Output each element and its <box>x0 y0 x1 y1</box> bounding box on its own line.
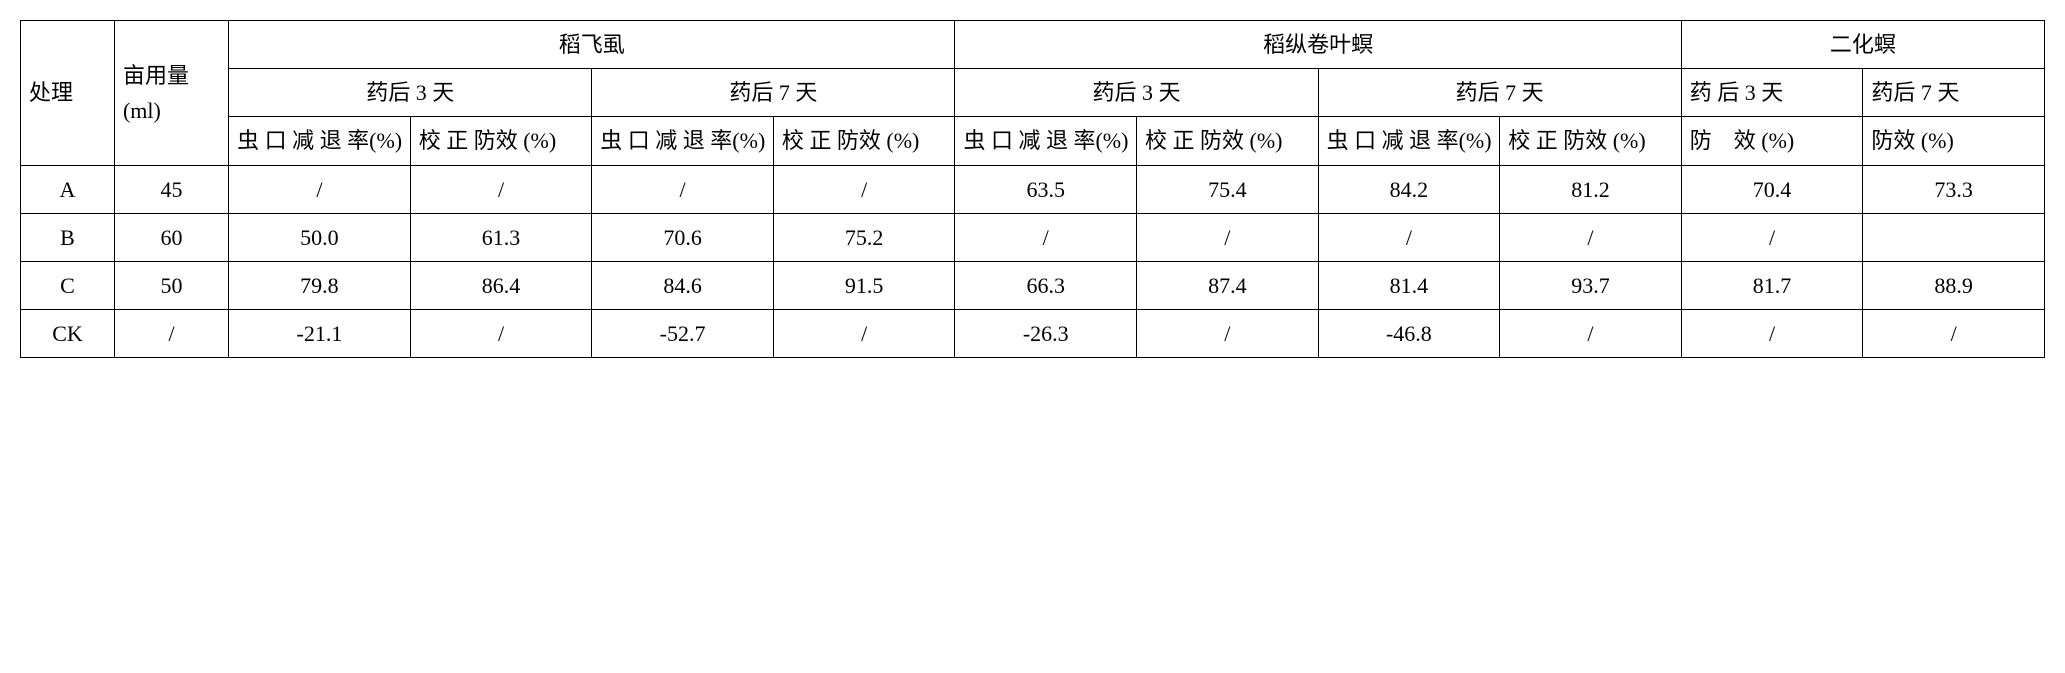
header-group2: 稻纵卷叶螟 <box>955 21 1681 69</box>
header-g2d3c: 校 正 防效 (%) <box>1137 117 1319 165</box>
cell-value: 73.3 <box>1863 165 2045 213</box>
cell-value: 66.3 <box>955 261 1137 309</box>
cell-treatment: C <box>21 261 115 309</box>
table-row: CK / -21.1 / -52.7 / -26.3 / -46.8 / / / <box>21 310 2045 358</box>
cell-treatment: CK <box>21 310 115 358</box>
cell-value: / <box>229 165 411 213</box>
cell-value: / <box>1681 213 1863 261</box>
pesticide-efficacy-table: 处理 亩用量(ml) 稻飞虱 稻纵卷叶螟 二化螟 药后 3 天 药后 7 天 药… <box>20 20 2045 358</box>
cell-value: / <box>1500 310 1682 358</box>
cell-value: -52.7 <box>592 310 774 358</box>
cell-dose: 60 <box>114 213 228 261</box>
header-group3: 二化螟 <box>1681 21 2044 69</box>
cell-value: 79.8 <box>229 261 411 309</box>
header-g1d7r: 虫 口 减 退 率(%) <box>592 117 774 165</box>
cell-value: 87.4 <box>1137 261 1319 309</box>
cell-value: 88.9 <box>1863 261 2045 309</box>
cell-value: / <box>1137 213 1319 261</box>
cell-value: / <box>1681 310 1863 358</box>
header-g2d3r: 虫 口 减 退 率(%) <box>955 117 1137 165</box>
table-row: C 50 79.8 86.4 84.6 91.5 66.3 87.4 81.4 … <box>21 261 2045 309</box>
cell-dose: 50 <box>114 261 228 309</box>
cell-value: 91.5 <box>773 261 955 309</box>
cell-value: / <box>773 310 955 358</box>
cell-dose: 45 <box>114 165 228 213</box>
cell-value: -21.1 <box>229 310 411 358</box>
header-g1-day3: 药后 3 天 <box>229 69 592 117</box>
cell-value: 70.6 <box>592 213 774 261</box>
header-dose: 亩用量(ml) <box>114 21 228 166</box>
cell-value: 75.2 <box>773 213 955 261</box>
header-g1-day7: 药后 7 天 <box>592 69 955 117</box>
header-row-1: 处理 亩用量(ml) 稻飞虱 稻纵卷叶螟 二化螟 <box>21 21 2045 69</box>
cell-value: 84.2 <box>1318 165 1500 213</box>
cell-value: 84.6 <box>592 261 774 309</box>
cell-value: 61.3 <box>410 213 592 261</box>
cell-value: / <box>410 165 592 213</box>
header-g2-day3: 药后 3 天 <box>955 69 1318 117</box>
cell-value: 81.2 <box>1500 165 1682 213</box>
cell-value: / <box>1318 213 1500 261</box>
cell-value: / <box>1500 213 1682 261</box>
header-g2-day7: 药后 7 天 <box>1318 69 1681 117</box>
header-g3-day3: 药 后 3 天 <box>1681 69 1863 117</box>
header-treatment: 处理 <box>21 21 115 166</box>
header-row-2: 药后 3 天 药后 7 天 药后 3 天 药后 7 天 药 后 3 天 药后 7… <box>21 69 2045 117</box>
table-row: A 45 / / / / 63.5 75.4 84.2 81.2 70.4 73… <box>21 165 2045 213</box>
cell-treatment: B <box>21 213 115 261</box>
cell-value: / <box>773 165 955 213</box>
header-g3d3: 防 效 (%) <box>1681 117 1863 165</box>
cell-value <box>1863 213 2045 261</box>
cell-value: 81.4 <box>1318 261 1500 309</box>
header-g3-day7: 药后 7 天 <box>1863 69 2045 117</box>
cell-treatment: A <box>21 165 115 213</box>
header-g3d7: 防效 (%) <box>1863 117 2045 165</box>
cell-value: 81.7 <box>1681 261 1863 309</box>
header-group1: 稻飞虱 <box>229 21 955 69</box>
cell-value: / <box>1863 310 2045 358</box>
cell-value: 70.4 <box>1681 165 1863 213</box>
cell-value: 93.7 <box>1500 261 1682 309</box>
cell-value: / <box>410 310 592 358</box>
header-g2d7c: 校 正 防效 (%) <box>1500 117 1682 165</box>
cell-value: / <box>1137 310 1319 358</box>
cell-value: 75.4 <box>1137 165 1319 213</box>
cell-value: / <box>592 165 774 213</box>
cell-value: -26.3 <box>955 310 1137 358</box>
header-g2d7r: 虫 口 减 退 率(%) <box>1318 117 1500 165</box>
header-g1d3r: 虫 口 减 退 率(%) <box>229 117 411 165</box>
cell-dose: / <box>114 310 228 358</box>
cell-value: / <box>955 213 1137 261</box>
table-row: B 60 50.0 61.3 70.6 75.2 / / / / / <box>21 213 2045 261</box>
cell-value: -46.8 <box>1318 310 1500 358</box>
header-g1d3c: 校 正 防效 (%) <box>410 117 592 165</box>
header-g1d7c: 校 正 防效 (%) <box>773 117 955 165</box>
header-row-3: 虫 口 减 退 率(%) 校 正 防效 (%) 虫 口 减 退 率(%) 校 正… <box>21 117 2045 165</box>
cell-value: 86.4 <box>410 261 592 309</box>
table-body: A 45 / / / / 63.5 75.4 84.2 81.2 70.4 73… <box>21 165 2045 358</box>
cell-value: 63.5 <box>955 165 1137 213</box>
cell-value: 50.0 <box>229 213 411 261</box>
